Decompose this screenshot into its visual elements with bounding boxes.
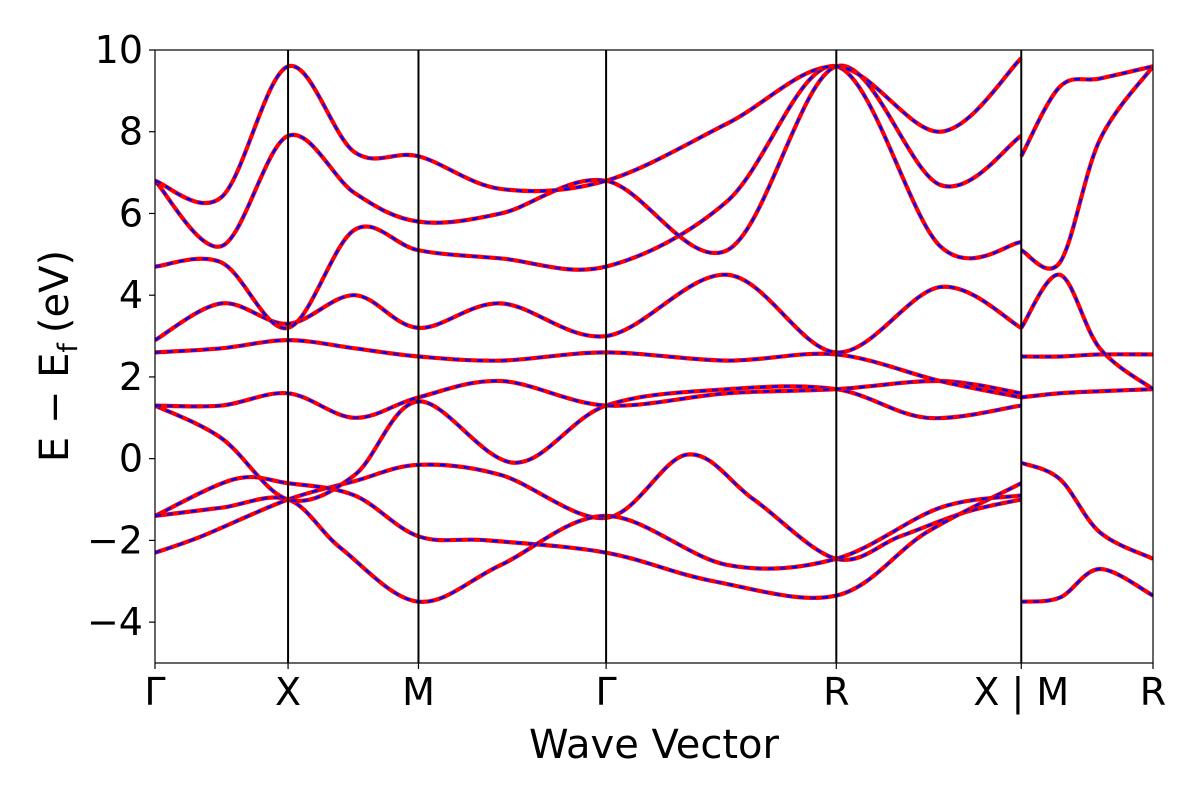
band-curves xyxy=(155,56,1153,604)
band-line-dashed-14 xyxy=(1020,273,1153,391)
x-axis: Γ X M Γ R X | M R xyxy=(144,663,1166,715)
band-line-dashed-11 xyxy=(1020,461,1153,560)
band-line-dashed-1 xyxy=(155,475,1022,600)
y-tick-label-1: −2 xyxy=(87,518,143,562)
x-tick-label-4: R xyxy=(823,670,849,714)
band-line-7 xyxy=(155,64,1022,331)
x-tick-label-3: Γ xyxy=(596,670,617,714)
band-line-dashed-0 xyxy=(155,453,1022,562)
band-line-dashed-3 xyxy=(155,385,1022,503)
band-line-11 xyxy=(1020,460,1153,561)
x-tick-label-2: M xyxy=(402,670,435,714)
band-line-dashed-13 xyxy=(1021,353,1153,358)
band-line-8 xyxy=(155,63,1023,255)
y-tick-label-2: 0 xyxy=(119,437,143,481)
band-line-dashed-7 xyxy=(155,65,1022,330)
y-tick-label-0: −4 xyxy=(87,600,143,644)
x-tick-label-0: Γ xyxy=(144,670,165,714)
y-axis-label-subscript: f xyxy=(53,342,84,353)
y-axis-label-unit: (eV) xyxy=(32,250,78,333)
band-line-dashed-15 xyxy=(1020,65,1153,270)
band-line-15 xyxy=(1020,65,1153,271)
band-line-dashed-4 xyxy=(155,379,1022,420)
y-tick-label-7: 10 xyxy=(95,28,143,72)
band-line-1 xyxy=(155,474,1023,600)
band-line-dashed-10 xyxy=(1021,567,1153,603)
y-axis-label: E − Ef (eV) xyxy=(32,250,84,462)
y-axis: −4 −2 0 2 4 6 8 10 xyxy=(87,28,155,644)
y-axis-label-main: E − E xyxy=(32,353,78,463)
y-tick-label-3: 2 xyxy=(119,355,143,399)
x-axis-label: Wave Vector xyxy=(529,722,780,768)
band-line-5 xyxy=(155,338,1022,400)
band-line-dashed-12 xyxy=(1021,387,1153,399)
x-tick-label-6: R xyxy=(1140,670,1166,714)
x-tick-label-5: X | M xyxy=(973,670,1069,715)
x-tick-label-1: X xyxy=(275,670,301,714)
band-line-dashed-5 xyxy=(155,338,1022,399)
y-tick-label-4: 4 xyxy=(119,273,143,317)
band-line-dashed-9 xyxy=(155,57,1023,205)
band-line-dashed-16 xyxy=(1020,65,1153,157)
band-line-dashed-8 xyxy=(155,64,1022,255)
plot-frame xyxy=(154,49,1154,664)
y-tick-label-6: 8 xyxy=(119,110,143,154)
high-symmetry-lines xyxy=(287,50,1023,663)
y-tick-label-5: 6 xyxy=(119,191,143,235)
band-line-0 xyxy=(155,452,1022,562)
